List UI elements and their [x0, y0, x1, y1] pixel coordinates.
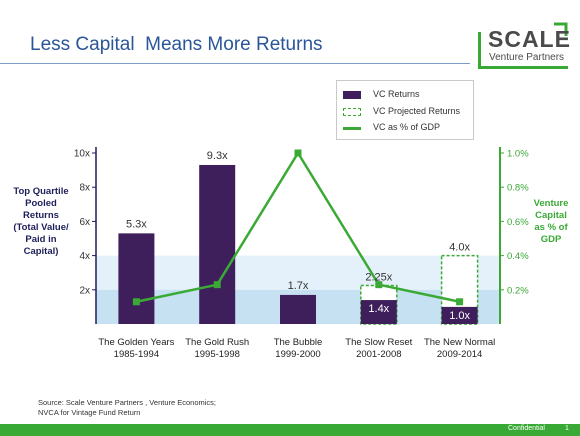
- chart-axes: 2x 4x 6x 8x 10x 0.2% 0.4% 0.6% 0.8% 1.0%: [74, 147, 529, 324]
- left-axis-label-line: Returns: [23, 210, 59, 221]
- page-number: 1: [565, 425, 569, 432]
- gdp-point: [132, 298, 140, 306]
- category-label: 1999-2000: [275, 349, 320, 360]
- legend-swatch-bar: [343, 91, 361, 99]
- gdp-point: [294, 149, 302, 157]
- legend-swatch-line: [343, 127, 361, 130]
- category-label: The Gold Rush: [185, 337, 249, 348]
- logo-name: SCALE: [488, 26, 571, 52]
- category-label: The Slow Reset: [345, 337, 412, 348]
- legend-label: VC Returns: [373, 89, 420, 99]
- right-tick-label: 0.4%: [507, 251, 529, 262]
- legend-label: VC Projected Returns: [373, 106, 461, 116]
- category-label: 1985-1994: [114, 349, 159, 360]
- chart-line: [132, 149, 464, 306]
- category-label: The Bubble: [274, 337, 323, 348]
- left-tick-label: 8x: [79, 183, 90, 194]
- right-axis-label-line: Capital: [535, 210, 567, 221]
- chart-bars: [118, 164, 479, 325]
- left-axis-label-line: Pooled: [25, 198, 57, 209]
- legend-label: VC as % of GDP: [373, 122, 441, 132]
- bar-label: 1.0x: [449, 310, 470, 322]
- left-tick-label: 10x: [74, 149, 90, 160]
- category-label: 2009-2014: [437, 349, 482, 360]
- right-axis-label: Venture Capital as % of GDP: [524, 198, 578, 246]
- gdp-point: [213, 281, 221, 289]
- logo-accent-horizontal: [478, 66, 568, 69]
- left-tick-label: 6x: [79, 217, 90, 228]
- bar: [360, 300, 397, 324]
- footer-label: Confidential: [508, 425, 545, 432]
- category-label: 1995-1998: [194, 349, 239, 360]
- left-axis-label-line: (Total Value/: [13, 222, 69, 233]
- bar-label: 5.3x: [126, 218, 147, 230]
- right-tick-label: 0.8%: [507, 183, 529, 194]
- category-label: 2001-2008: [356, 349, 401, 360]
- left-axis-label-line: Top Quartile: [13, 186, 69, 197]
- right-tick-label: 0.2%: [507, 285, 529, 296]
- right-axis-label-line: Venture: [533, 198, 569, 209]
- logo-corner-icon: [554, 22, 568, 36]
- left-tick-label: 4x: [79, 251, 90, 262]
- bar-label: 1.4x: [368, 303, 389, 315]
- footer-bar: Confidential 1: [0, 424, 580, 436]
- category-label: The Golden Years: [98, 337, 174, 348]
- bar: [118, 233, 155, 324]
- right-axis-label-line: GDP: [540, 234, 562, 245]
- left-axis-label: Top Quartile Pooled Returns (Total Value/Pa…: [4, 186, 78, 258]
- bar: [441, 306, 478, 324]
- bar: [199, 164, 236, 324]
- band-2-4: [96, 255, 500, 290]
- gdp-point: [375, 281, 383, 289]
- gdp-point: [456, 298, 464, 306]
- right-tick-label: 0.6%: [507, 217, 529, 228]
- logo-accent-vertical: [478, 32, 481, 69]
- company-logo: SCALE Venture Partners: [462, 22, 572, 69]
- legend-swatch-dashed: [343, 108, 361, 116]
- bar-label: 9.3x: [207, 150, 228, 162]
- projected-bar-label: 2.25x: [365, 272, 392, 284]
- right-axis-label-line: as % of: [534, 222, 568, 233]
- bar: [280, 294, 316, 324]
- left-axis-label-line: Paid in: [25, 234, 57, 245]
- projected-bar-label: 4.0x: [449, 242, 470, 254]
- left-axis-label-line: Capital): [23, 246, 59, 257]
- logo-subtitle: Venture Partners: [489, 52, 565, 63]
- title-divider: [0, 63, 470, 64]
- category-label: The New Normal: [424, 337, 495, 348]
- bar-label: 1.7x: [288, 280, 309, 292]
- chart-legend: VC Returns VC Projected Returns VC as % …: [336, 80, 474, 140]
- left-tick-label: 2x: [79, 285, 90, 296]
- right-tick-label: 1.0%: [507, 149, 529, 160]
- source-note: Source: Scale Venture Partners , Venture…: [38, 398, 217, 417]
- slide-title: Less Capital Means More Returns: [30, 34, 323, 55]
